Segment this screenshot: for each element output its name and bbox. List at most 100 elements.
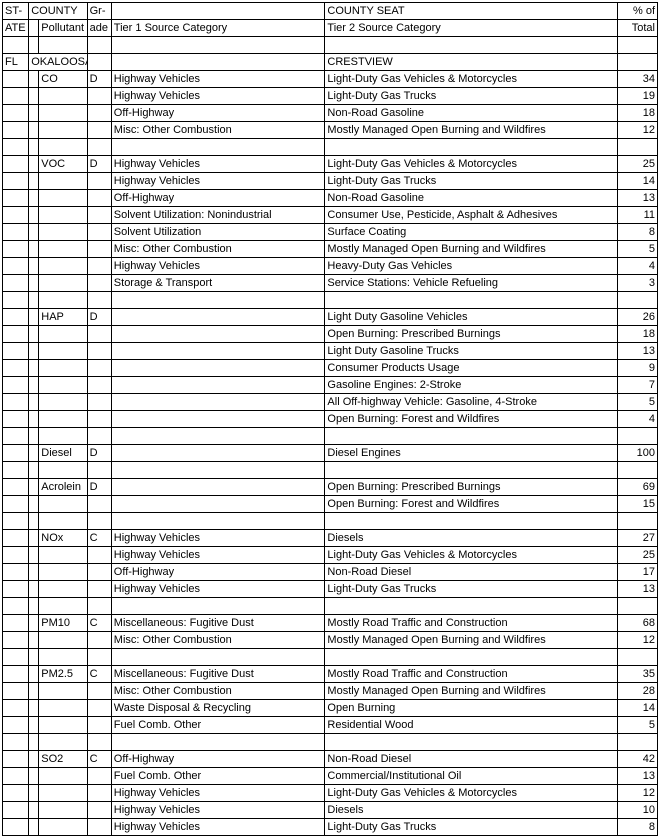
table-row: Highway VehiclesLight-Duty Gas Vehicles … <box>3 785 658 802</box>
cell-state <box>3 326 29 343</box>
table-row: Gasoline Engines: 2-Stroke7 <box>3 377 658 394</box>
table-row: Solvent Utilization: NonindustrialConsum… <box>3 207 658 224</box>
cell-pollutant <box>39 360 87 377</box>
cell-pollutant <box>39 802 87 819</box>
cell-pollutant <box>39 105 87 122</box>
cell-grade <box>87 564 111 581</box>
table-row <box>3 462 658 479</box>
cell-pct: 69 <box>617 479 657 496</box>
cell-state <box>3 173 29 190</box>
cell-pollutant <box>39 343 87 360</box>
table-row: Highway VehiclesLight-Duty Gas Trucks19 <box>3 88 658 105</box>
cell-tier1 <box>111 394 325 411</box>
cell-grade <box>87 734 111 751</box>
cell-spacer <box>29 224 39 241</box>
hdr-county: COUNTY <box>29 3 87 20</box>
table-row: AcroleinDOpen Burning: Prescribed Burnin… <box>3 479 658 496</box>
cell-state <box>3 309 29 326</box>
hdr-grade-2: ade <box>87 20 111 37</box>
cell-spacer <box>29 445 39 462</box>
cell-tier1 <box>111 309 325 326</box>
cell-pollutant <box>39 564 87 581</box>
cell-spacer <box>29 292 39 309</box>
cell-grade <box>87 717 111 734</box>
cell-tier1: Misc: Other Combustion <box>111 683 325 700</box>
cell-state <box>3 139 29 156</box>
table-row: Consumer Products Usage9 <box>3 360 658 377</box>
table-row: Highway VehiclesHeavy-Duty Gas Vehicles4 <box>3 258 658 275</box>
cell-pct: 11 <box>617 207 657 224</box>
cell-tier2 <box>325 428 617 445</box>
cell-pollutant: SO2 <box>39 751 87 768</box>
cell-grade: D <box>87 71 111 88</box>
cell-tier1: Off-Highway <box>111 564 325 581</box>
table-row: Misc: Other CombustionMostly Managed Ope… <box>3 683 658 700</box>
cell-grade <box>87 190 111 207</box>
cell-pollutant <box>39 394 87 411</box>
hdr-pollutant: Pollutant <box>39 20 87 37</box>
cell-pct: 13 <box>617 768 657 785</box>
cell-pollutant <box>39 649 87 666</box>
cell-pct: 68 <box>617 615 657 632</box>
cell-pollutant <box>39 513 87 530</box>
cell-tier2: Non-Road Diesel <box>325 751 617 768</box>
cell-pct: 35 <box>617 666 657 683</box>
cell-spacer <box>29 683 39 700</box>
cell-pollutant: Acrolein <box>39 479 87 496</box>
cell-county: OKALOOSA <box>29 54 87 71</box>
table-row: Open Burning: Forest and Wildfires4 <box>3 411 658 428</box>
cell-grade <box>87 241 111 258</box>
cell-pollutant <box>39 88 87 105</box>
cell-pct: 42 <box>617 751 657 768</box>
cell-state <box>3 496 29 513</box>
cell-pct: 34 <box>617 71 657 88</box>
cell-grade <box>87 275 111 292</box>
table-row: Highway VehiclesLight-Duty Gas Vehicles … <box>3 547 658 564</box>
cell-grade <box>87 802 111 819</box>
hdr-tier1 <box>111 3 325 20</box>
cell-tier1: Highway Vehicles <box>111 173 325 190</box>
cell-tier1: Highway Vehicles <box>111 581 325 598</box>
cell-pollutant <box>39 598 87 615</box>
cell-grade <box>87 224 111 241</box>
table-row: Misc: Other CombustionMostly Managed Ope… <box>3 632 658 649</box>
cell-tier1: Misc: Other Combustion <box>111 632 325 649</box>
cell-tier2: Diesel Engines <box>325 445 617 462</box>
cell-tier2: Mostly Managed Open Burning and Wildfire… <box>325 122 617 139</box>
cell-pollutant <box>39 428 87 445</box>
cell-pct: 13 <box>617 343 657 360</box>
cell-state <box>3 700 29 717</box>
cell-pollutant <box>39 292 87 309</box>
cell-grade <box>87 819 111 836</box>
hdr-pct: % of <box>617 3 657 20</box>
cell-grade <box>87 496 111 513</box>
cell-spacer <box>29 377 39 394</box>
cell-grade <box>87 105 111 122</box>
cell-pct: 8 <box>617 224 657 241</box>
cell-state <box>3 649 29 666</box>
cell-pct: 27 <box>617 530 657 547</box>
cell-spacer <box>29 564 39 581</box>
cell-tier1 <box>111 479 325 496</box>
hdr-pct-2: Total <box>617 20 657 37</box>
cell-tier1: Solvent Utilization <box>111 224 325 241</box>
cell-grade <box>87 768 111 785</box>
cell-tier1: Miscellaneous: Fugitive Dust <box>111 666 325 683</box>
cell-tier2: Light-Duty Gas Vehicles & Motorcycles <box>325 547 617 564</box>
cell-tier2: Non-Road Diesel <box>325 564 617 581</box>
cell-grade <box>87 360 111 377</box>
cell-state <box>3 241 29 258</box>
cell-tier2: Mostly Managed Open Burning and Wildfire… <box>325 632 617 649</box>
hdr-county-seat: COUNTY SEAT <box>325 3 617 20</box>
cell-tier1 <box>111 734 325 751</box>
cell-pct <box>617 428 657 445</box>
cell-grade: C <box>87 666 111 683</box>
cell-tier1 <box>111 360 325 377</box>
cell-pollutant <box>39 785 87 802</box>
hdr-spacer <box>29 20 39 37</box>
hdr-state-2: ATE <box>3 20 29 37</box>
cell-tier1 <box>111 513 325 530</box>
cell-tier2: Light-Duty Gas Trucks <box>325 819 617 836</box>
cell-spacer <box>29 37 39 54</box>
cell-grade <box>87 139 111 156</box>
